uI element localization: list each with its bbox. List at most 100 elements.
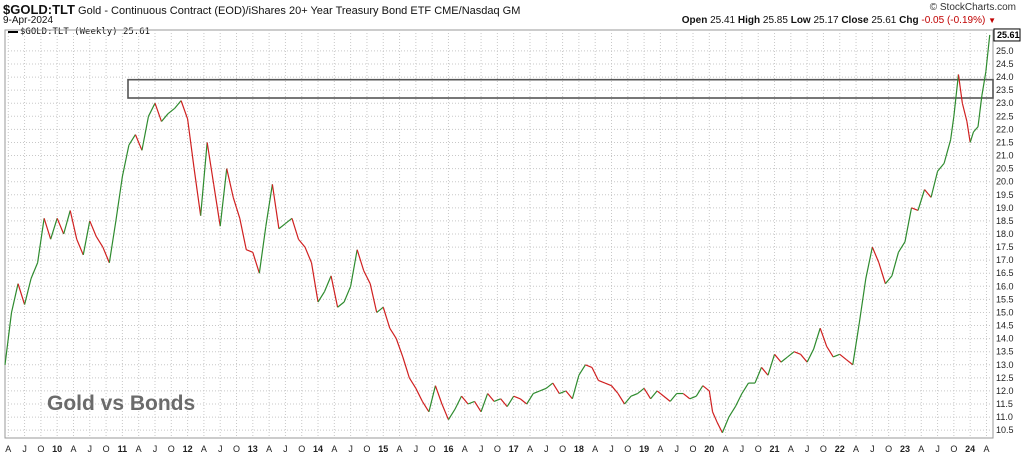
price-segment — [454, 395, 463, 410]
price-segment — [246, 249, 254, 253]
y-tick-label: 21.0 — [996, 151, 1014, 161]
price-segment — [565, 390, 573, 400]
open-label: Open — [681, 15, 708, 26]
x-tick-label: 24 — [965, 444, 975, 454]
price-segment — [147, 102, 156, 117]
price-segment — [585, 364, 593, 368]
price-segment — [858, 278, 867, 324]
x-tick-label: J — [283, 444, 288, 454]
price-segment — [845, 359, 854, 366]
price-segment — [239, 218, 247, 250]
price-segment — [800, 353, 808, 363]
x-tick-label: A — [657, 444, 663, 454]
legend-label: $GOLD:TLT (Weekly) 25.61 — [20, 27, 151, 37]
price-segment — [50, 218, 58, 240]
price-segment — [23, 278, 32, 305]
chg-label: Chg — [899, 15, 919, 26]
price-segment — [506, 395, 515, 407]
high-label: High — [737, 15, 761, 26]
price-segment — [966, 121, 971, 143]
price-segment — [467, 400, 475, 405]
price-segment — [89, 220, 97, 237]
y-tick-label: 19.0 — [996, 203, 1014, 213]
x-tick-label: O — [494, 444, 501, 454]
price-segment — [793, 351, 801, 355]
x-tick-label: O — [233, 444, 240, 454]
ohlc-readout: Open 25.41 High 25.85 Low 25.17 Close 25… — [682, 15, 996, 26]
price-segment — [402, 356, 410, 379]
x-tick-label: J — [935, 444, 940, 454]
y-tick-label: 12.0 — [996, 386, 1014, 396]
price-segment — [382, 307, 391, 329]
close-label: Close — [841, 15, 869, 26]
chart-date: 9-Apr-2024 — [3, 15, 54, 26]
price-segment — [343, 286, 352, 303]
price-segment — [421, 401, 430, 413]
high-value: 25.85 — [762, 15, 788, 26]
price-segment — [695, 385, 704, 397]
price-segment — [806, 348, 815, 363]
x-tick-label: O — [363, 444, 370, 454]
price-segment — [624, 395, 632, 405]
price-segment — [187, 118, 195, 169]
price-segment — [395, 338, 404, 358]
price-segment — [650, 390, 658, 400]
plot-frame — [4, 29, 994, 439]
x-tick-label: J — [870, 444, 875, 454]
price-segment — [716, 422, 723, 434]
price-segment — [323, 275, 332, 292]
price-segment — [519, 398, 528, 405]
price-segment — [213, 184, 221, 227]
price-segment — [330, 275, 339, 308]
y-tick-label: 16.0 — [996, 281, 1014, 291]
y-tick-label: 18.0 — [996, 229, 1014, 239]
price-segment — [950, 116, 955, 140]
price-segment — [891, 252, 900, 277]
price-segment — [813, 327, 821, 350]
price-segment — [500, 398, 508, 407]
x-tick-label: O — [103, 444, 110, 454]
price-segment — [134, 134, 143, 151]
chart-annotation: Gold vs Bonds — [47, 392, 196, 415]
price-segment — [252, 252, 260, 274]
price-segment — [787, 351, 795, 358]
price-segment — [957, 74, 963, 104]
price-segment — [604, 382, 612, 387]
x-tick-label: 14 — [313, 444, 323, 454]
x-tick-label: O — [950, 444, 957, 454]
x-tick-label: J — [88, 444, 93, 454]
price-segment — [30, 262, 39, 279]
price-segment — [897, 241, 906, 253]
x-tick-label: A — [136, 444, 142, 454]
x-tick-label: J — [740, 444, 745, 454]
price-segment — [10, 283, 19, 313]
price-segment — [206, 142, 215, 185]
x-tick-label: 18 — [574, 444, 584, 454]
price-segment — [304, 246, 313, 263]
price-segment — [643, 387, 652, 400]
last-value-label: 25.61 — [997, 30, 1020, 40]
price-segment — [852, 322, 860, 365]
price-segment — [734, 393, 743, 407]
x-tick-label: J — [805, 444, 810, 454]
price-segment — [271, 184, 280, 229]
price-segment — [285, 217, 293, 225]
price-segment — [102, 246, 110, 263]
price-segment — [884, 275, 893, 285]
price-segment — [871, 246, 880, 263]
price-segment — [108, 220, 117, 263]
price-segment — [461, 395, 469, 405]
price-segment — [317, 291, 326, 303]
price-segment — [493, 398, 501, 402]
price-segment — [741, 382, 749, 394]
y-tick-label: 12.5 — [996, 373, 1014, 383]
x-tick-label: O — [624, 444, 631, 454]
x-tick-label: 15 — [378, 444, 388, 454]
x-tick-label: J — [22, 444, 27, 454]
x-tick-label: A — [201, 444, 207, 454]
price-segment — [981, 71, 987, 96]
price-segment — [141, 116, 150, 151]
price-segment — [337, 301, 345, 308]
y-tick-label: 17.5 — [996, 242, 1014, 252]
price-segment — [669, 393, 678, 402]
